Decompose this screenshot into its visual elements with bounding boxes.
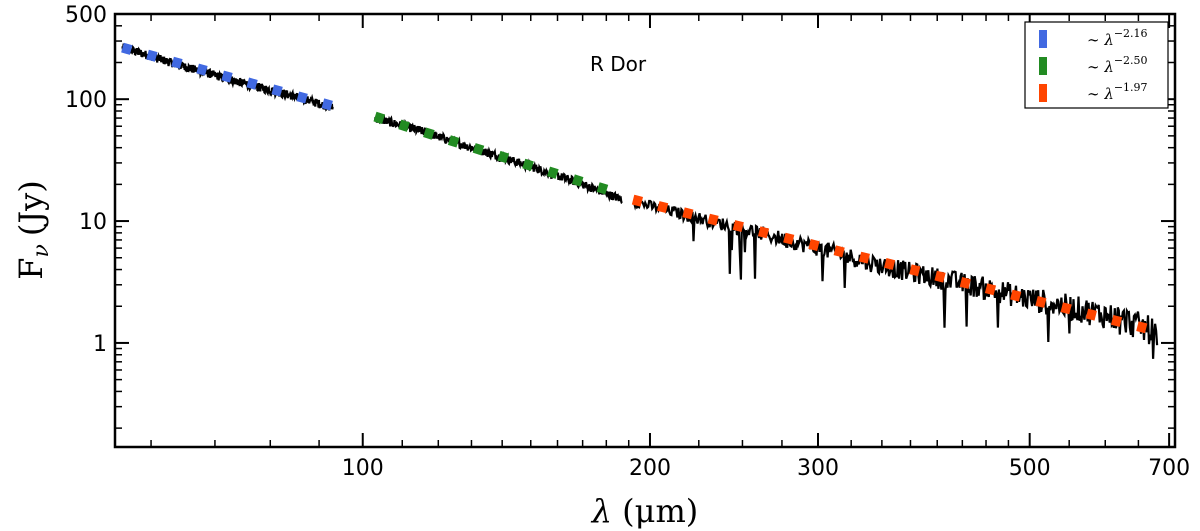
plot-frame bbox=[113, 12, 1177, 449]
y-axis-title: Fν (Jy) bbox=[12, 180, 54, 279]
x-axis-title: λ (μm) bbox=[590, 492, 699, 530]
legend-swatch-2 bbox=[1039, 57, 1047, 75]
star-name-annotation: R Dor bbox=[590, 52, 647, 76]
fit-lines-group bbox=[121, 42, 1159, 336]
legend-label-3: ∼ λ−1.97 bbox=[1087, 81, 1148, 103]
legend-exponent-3: −1.97 bbox=[1114, 81, 1148, 94]
y-axis-main: F bbox=[12, 258, 50, 280]
legend-swatch-3 bbox=[1039, 84, 1047, 102]
legend: ∼ λ−2.16∼ λ−2.50∼ λ−1.97 bbox=[1024, 21, 1169, 109]
fit-line-3 bbox=[631, 194, 1159, 336]
legend-box bbox=[1024, 21, 1169, 109]
legend-swatch-1 bbox=[1039, 30, 1047, 48]
fit-line-2 bbox=[373, 111, 624, 200]
y-axis-sub: ν bbox=[29, 244, 54, 257]
legend-base-3: ∼ λ bbox=[1087, 85, 1114, 103]
x-tick-label: 300 bbox=[797, 456, 839, 481]
legend-exponent-1: −2.16 bbox=[1114, 27, 1148, 40]
x-tick-label: 200 bbox=[629, 456, 671, 481]
legend-label-2: ∼ λ−2.50 bbox=[1087, 54, 1148, 76]
legend-exponent-2: −2.50 bbox=[1114, 54, 1148, 67]
x-axis-unit: (μm) bbox=[622, 492, 698, 530]
y-tick-label: 500 bbox=[65, 3, 107, 28]
legend-base-1: ∼ λ bbox=[1087, 31, 1114, 49]
y-axis-unit: (Jy) bbox=[12, 180, 50, 236]
x-tick-label: 100 bbox=[342, 456, 384, 481]
axes: 100 200 300 500 700 1 10 100 500 bbox=[65, 3, 1190, 481]
x-tick-label: 500 bbox=[1009, 456, 1051, 481]
spectrum-segment-3 bbox=[632, 199, 1159, 359]
legend-base-2: ∼ λ bbox=[1087, 58, 1114, 76]
legend-label-1: ∼ λ−2.16 bbox=[1087, 27, 1148, 49]
fit-line-1 bbox=[121, 42, 335, 111]
y-tick-label: 100 bbox=[65, 88, 107, 113]
x-axis-symbol: λ bbox=[590, 492, 612, 530]
x-tick-label: 700 bbox=[1148, 456, 1190, 481]
y-tick-label: 10 bbox=[79, 210, 107, 235]
y-tick-label: 1 bbox=[93, 332, 107, 357]
